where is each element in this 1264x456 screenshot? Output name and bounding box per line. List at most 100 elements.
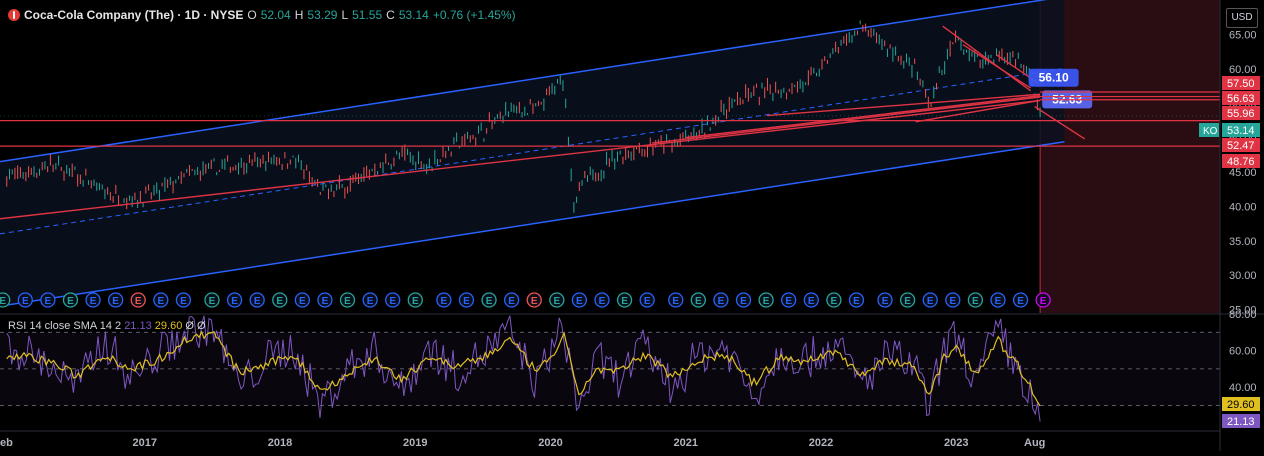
earnings-marker-icon[interactable] (690, 292, 706, 308)
rsi-value-tag (1222, 414, 1260, 428)
earnings-marker-icon[interactable] (899, 292, 916, 308)
earnings-marker-label: E (553, 296, 560, 307)
earnings-marker-label: E (972, 296, 979, 307)
earnings-marker-icon[interactable] (458, 292, 475, 308)
earnings-marker-icon[interactable] (826, 292, 842, 308)
earnings-marker-icon[interactable] (0, 292, 11, 308)
channel-lower-line[interactable] (0, 140, 1065, 307)
earnings-marker-icon[interactable] (85, 292, 101, 308)
open-value: 52.04 (260, 8, 291, 22)
symbol-tag (1199, 123, 1219, 137)
earnings-marker-label: E (441, 296, 448, 307)
rsi-sma-line[interactable] (6, 330, 1041, 407)
earnings-marker-label: E (486, 296, 493, 307)
price-scale-tag (1222, 106, 1260, 120)
rsi-value-tag-text: 29.60 (1227, 399, 1255, 411)
earnings-marker-icon[interactable] (639, 292, 655, 308)
earnings-marker-label: E (995, 296, 1002, 307)
rsi-value-tag-text: 21.13 (1227, 416, 1255, 428)
earnings-marker-icon[interactable] (877, 292, 893, 308)
earnings-marker-icon[interactable] (339, 292, 356, 308)
earnings-marker-icon[interactable] (922, 292, 938, 308)
time-axis-tick-label: 2022 (809, 437, 833, 449)
earnings-marker-label: E (621, 296, 628, 307)
earnings-marker-icon[interactable] (436, 292, 452, 308)
trend-line[interactable] (685, 94, 1041, 139)
earnings-marker-label: E (576, 296, 583, 307)
earnings-marker-icon[interactable] (385, 292, 401, 308)
symbol-tag-text: KO (1203, 126, 1218, 137)
low-value: 51.55 (352, 8, 383, 22)
price-scale-tag-text: 55.96 (1227, 108, 1255, 120)
earnings-marker-icon[interactable] (481, 292, 497, 308)
trend-line[interactable] (766, 93, 1041, 117)
earnings-marker-icon[interactable] (616, 292, 633, 308)
rsi-line[interactable] (6, 315, 1041, 422)
trend-line[interactable] (962, 44, 1032, 89)
trend-line[interactable] (942, 25, 1032, 92)
symbol-title[interactable]: Coca-Cola Company (The) · 1D · NYSE (24, 8, 244, 22)
trend-line[interactable] (915, 99, 1041, 123)
earnings-marker-icon[interactable] (317, 292, 333, 308)
rsi-extra-values: Ø Ø (185, 320, 206, 332)
trend-line[interactable] (1034, 106, 1086, 140)
open-label: O (247, 8, 257, 22)
earnings-marker-icon[interactable] (362, 292, 378, 308)
earnings-marker-icon[interactable] (945, 292, 961, 308)
earnings-marker-icon[interactable] (803, 292, 819, 308)
earnings-marker-icon[interactable] (130, 292, 146, 308)
earnings-marker-icon[interactable] (407, 292, 423, 308)
earnings-marker-icon[interactable] (249, 292, 265, 308)
earnings-marker-icon[interactable] (990, 292, 1006, 308)
earnings-marker-icon[interactable] (549, 292, 565, 308)
currency-button[interactable]: USD (1226, 8, 1258, 28)
time-axis-tick-label: 2020 (538, 437, 562, 449)
earnings-marker-icon[interactable] (226, 292, 243, 308)
earnings-marker-icon[interactable] (40, 292, 56, 308)
earnings-marker-icon[interactable] (107, 292, 124, 308)
annotation-callout-text: 56.10 (1039, 71, 1069, 85)
future-zone (1040, 0, 1220, 313)
earnings-marker-icon[interactable] (204, 292, 220, 308)
low-label: L (341, 8, 349, 22)
earnings-marker-icon[interactable] (1012, 292, 1029, 308)
earnings-marker-icon[interactable] (1035, 292, 1051, 308)
earnings-marker-icon[interactable] (668, 292, 684, 308)
earnings-marker-icon[interactable] (594, 292, 610, 308)
earnings-marker-label: E (0, 296, 6, 307)
price-scale-tag-text: 53.14 (1227, 125, 1255, 137)
earnings-marker-label: E (157, 296, 164, 307)
earnings-marker-icon[interactable] (526, 292, 542, 308)
channel-upper-line[interactable] (0, 0, 1064, 163)
earnings-marker-icon[interactable] (175, 292, 192, 308)
channel-mid-line[interactable] (0, 68, 1062, 235)
earnings-marker-label: E (463, 296, 470, 307)
earnings-marker-label: E (853, 296, 860, 307)
earnings-marker-icon[interactable] (758, 292, 774, 308)
earnings-marker-icon[interactable] (62, 292, 79, 308)
earnings-marker-icon[interactable] (571, 292, 588, 308)
earnings-marker-label: E (67, 296, 74, 307)
price-axis-tick-label: 40.00 (1229, 201, 1257, 213)
earnings-marker-icon[interactable] (503, 292, 520, 308)
earnings-marker-label: E (1017, 296, 1024, 307)
annotation-callout[interactable] (1028, 68, 1079, 87)
earnings-marker-label: E (45, 296, 52, 307)
earnings-marker-label: E (785, 296, 792, 307)
earnings-marker-icon[interactable] (294, 292, 310, 308)
earnings-marker-label: E (299, 296, 306, 307)
time-axis-tick-label: 2019 (403, 437, 427, 449)
earnings-marker-icon[interactable] (735, 292, 752, 308)
earnings-marker-icon[interactable] (848, 292, 865, 308)
earnings-marker-icon[interactable] (713, 292, 729, 308)
earnings-marker-label: E (808, 296, 815, 307)
rsi-title[interactable]: RSI 14 close SMA 14 2 (8, 320, 122, 332)
earnings-marker-icon[interactable] (967, 292, 984, 308)
earnings-marker-icon[interactable] (153, 292, 169, 308)
earnings-marker-icon[interactable] (17, 292, 33, 308)
rsi-sma-value: 29.60 (154, 320, 183, 332)
earnings-marker-icon[interactable] (272, 292, 288, 308)
earnings-marker-icon[interactable] (781, 292, 797, 308)
